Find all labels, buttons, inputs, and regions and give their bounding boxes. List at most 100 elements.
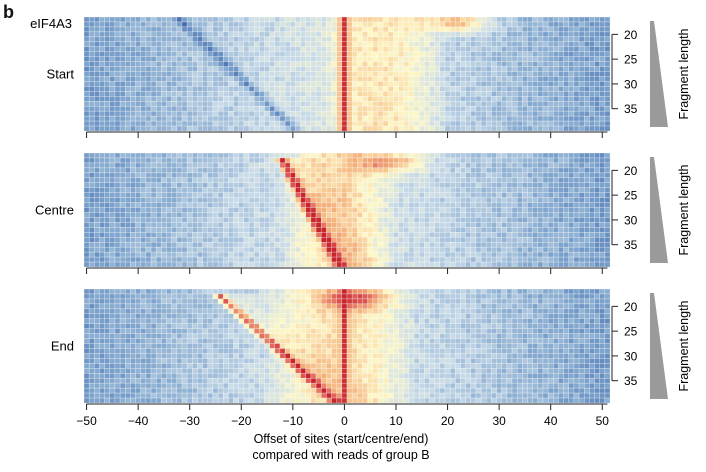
heatmap-cell [450, 91, 455, 96]
heatmap-cell [502, 67, 507, 72]
heatmap-cell [357, 17, 362, 22]
heatmap-cell [290, 121, 295, 126]
heatmap-cell [130, 257, 135, 262]
heatmap-cell [584, 32, 589, 37]
heatmap-cell [264, 111, 269, 116]
heatmap-cell [342, 294, 347, 299]
heatmap-cell [125, 111, 130, 116]
heatmap-cell [218, 52, 223, 57]
heatmap-cell [239, 72, 244, 77]
heatmap-cell [424, 217, 429, 222]
heatmap-cell [522, 257, 527, 262]
heatmap-cell [342, 22, 347, 27]
heatmap-cell [538, 32, 543, 37]
heatmap-cell [460, 247, 465, 252]
heatmap-cell [450, 158, 455, 163]
heatmap-cell [533, 111, 538, 116]
heatmap-cell [326, 76, 331, 81]
heatmap-cell [419, 262, 424, 267]
heatmap-cell [435, 193, 440, 198]
heatmap-cell [270, 158, 275, 163]
heatmap-cell [161, 101, 166, 106]
heatmap-cell [218, 153, 223, 158]
heatmap-cell [213, 91, 218, 96]
heatmap-cell [383, 222, 388, 227]
heatmap-cell [497, 289, 502, 294]
heatmap-cell [311, 101, 316, 106]
heatmap-cell [151, 72, 156, 77]
heatmap-cell [584, 242, 589, 247]
heatmap-cell [89, 242, 94, 247]
heatmap-cell [249, 106, 254, 111]
heatmap-cell [301, 247, 306, 252]
heatmap-cell [89, 22, 94, 27]
heatmap-cell [182, 57, 187, 62]
heatmap-cell [579, 91, 584, 96]
heatmap-cell [574, 237, 579, 242]
heatmap-cell [156, 294, 161, 299]
heatmap-cell [553, 126, 558, 131]
heatmap-cell [527, 57, 532, 62]
heatmap-cell [316, 222, 321, 227]
heatmap-cell [295, 163, 300, 168]
heatmap-cell [99, 62, 104, 67]
heatmap-cell [167, 193, 172, 198]
heatmap-cell [362, 163, 367, 168]
heatmap-cell [105, 17, 110, 22]
heatmap-cell [466, 106, 471, 111]
heatmap-cell [362, 86, 367, 91]
heatmap-cell [182, 47, 187, 52]
heatmap-cell [574, 101, 579, 106]
heatmap-cell [481, 232, 486, 237]
heatmap-cell [497, 116, 502, 121]
heatmap-cell [84, 252, 89, 257]
heatmap-cell [172, 76, 177, 81]
heatmap-cell [404, 32, 409, 37]
heatmap-cell [491, 222, 496, 227]
heatmap-cell [517, 37, 522, 42]
heatmap-cell [316, 242, 321, 247]
heatmap-cell [574, 242, 579, 247]
heatmap-cell [527, 217, 532, 222]
heatmap-cell [337, 62, 342, 67]
heatmap-cell [512, 212, 517, 217]
heatmap-cell [455, 168, 460, 173]
heatmap-cell [553, 42, 558, 47]
heatmap-cell [264, 22, 269, 27]
heatmap-cell [414, 17, 419, 22]
heatmap-cell [110, 227, 115, 232]
heatmap-cell [471, 203, 476, 208]
heatmap-cell [146, 27, 151, 32]
heatmap-cell [218, 101, 223, 106]
heatmap-cell [311, 289, 316, 294]
heatmap-cell [368, 27, 373, 32]
heatmap-cell [393, 163, 398, 168]
heatmap-cell [84, 262, 89, 267]
heatmap-cell [254, 198, 259, 203]
heatmap-cell [167, 67, 172, 72]
heatmap-cell [466, 227, 471, 232]
heatmap-cell [213, 252, 218, 257]
heatmap-cell [368, 47, 373, 52]
heatmap-cell [115, 91, 120, 96]
heatmap-cell [218, 27, 223, 32]
heatmap-cell [491, 37, 496, 42]
heatmap-cell [208, 173, 213, 178]
heatmap-cell [218, 37, 223, 42]
heatmap-cell [404, 96, 409, 101]
heatmap-cell [574, 116, 579, 121]
heatmap-cell [146, 86, 151, 91]
heatmap-cell [156, 168, 161, 173]
heatmap-cell [146, 227, 151, 232]
heatmap-cell [589, 242, 594, 247]
heatmap-cell [368, 257, 373, 262]
heatmap-cell [579, 72, 584, 77]
heatmap-cell [280, 183, 285, 188]
heatmap-cell [275, 101, 280, 106]
heatmap-cell [522, 242, 527, 247]
heatmap-cell [239, 183, 244, 188]
heatmap-cell [290, 67, 295, 72]
heatmap-cell [589, 188, 594, 193]
heatmap-cell [146, 81, 151, 86]
heatmap-cell [321, 198, 326, 203]
